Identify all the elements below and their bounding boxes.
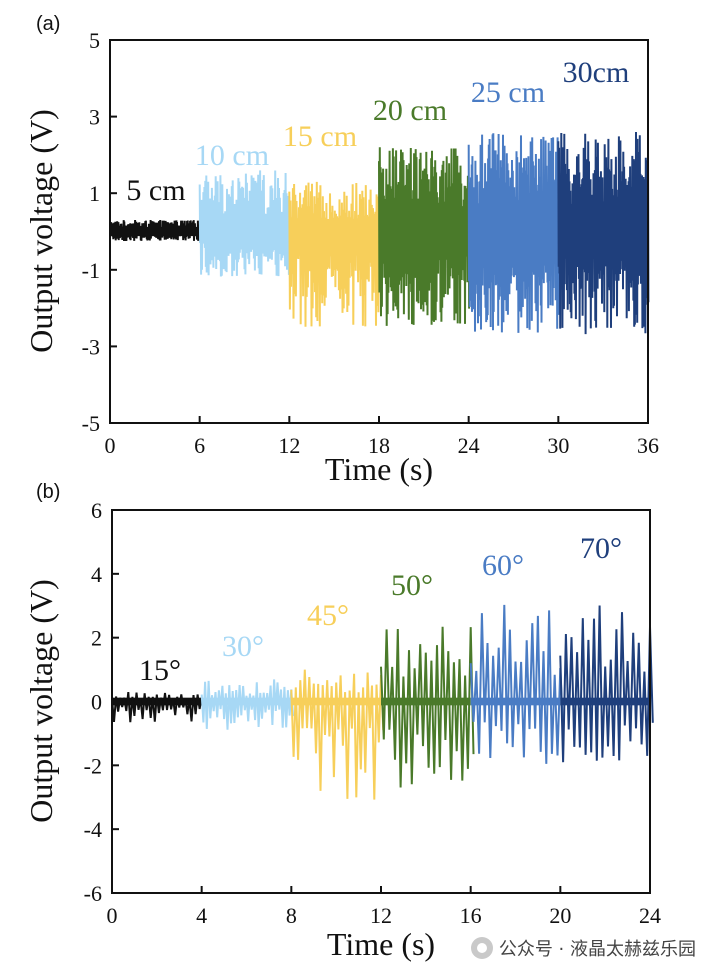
x-tick-label: 30: [547, 433, 569, 458]
panel-a-x-axis-title: Time (s): [325, 451, 433, 487]
series-baseline-5: [470, 697, 561, 706]
panel-b-series-labels: 15° 30° 45° 50° 60° 70°: [139, 532, 622, 687]
x-tick-label: 8: [286, 903, 297, 928]
series-label-1: 15°: [139, 654, 181, 687]
series-label-3: 45°: [307, 599, 349, 632]
y-tick-label: 6: [91, 498, 102, 523]
series-label-3: 15 cm: [283, 120, 357, 153]
y-tick-label: -1: [82, 258, 100, 283]
panel-b-plot-area: [111, 604, 654, 800]
series-trace-5: [469, 604, 565, 764]
watermark-text: 公众号 · 液晶太赫兹乐园: [498, 939, 696, 960]
series-trace-3: [290, 669, 385, 800]
x-tick-label: 24: [458, 433, 480, 458]
wechat-icon: [470, 937, 493, 959]
panel-a-y-axis-title: Output voltage (V): [23, 109, 59, 353]
series-label-4: 50°: [391, 569, 433, 602]
y-tick-label: -4: [84, 817, 102, 842]
x-tick-label: 6: [194, 433, 205, 458]
x-tick-label: 12: [278, 433, 300, 458]
series-trace-6: [559, 605, 654, 763]
panel-a-label: (a): [36, 13, 60, 35]
series-trace-4: [380, 626, 475, 788]
series-label-2: 10 cm: [195, 139, 269, 172]
y-tick-label: 0: [91, 690, 102, 715]
series-baseline-6: [560, 697, 650, 706]
x-tick-label: 24: [639, 903, 661, 928]
panel-b-x-axis-title: Time (s): [327, 926, 435, 962]
panel-b-y-ticks: 6 4 2 0 -2 -4 -6: [84, 498, 119, 906]
x-tick-label: 12: [370, 903, 392, 928]
panel-a: (a) 5 3 1 -1 -3 -5 0 6 12 18 24 30 36 Time (s) Outp…: [23, 13, 659, 487]
series-label-5: 60°: [482, 549, 524, 582]
x-tick-label: 4: [196, 903, 207, 928]
series-label-2: 30°: [222, 630, 264, 663]
x-tick-label: 16: [460, 903, 482, 928]
series-trace-2: [198, 170, 291, 277]
series-trace-3: [288, 181, 381, 327]
series-trace-1: [111, 691, 205, 723]
y-tick-label: 1: [89, 181, 100, 206]
panel-b-y-axis-title: Output voltage (V): [23, 579, 59, 823]
x-tick-label: 20: [549, 903, 571, 928]
y-tick-label: -6: [84, 881, 102, 906]
panel-b-label: (b): [36, 481, 60, 503]
series-label-6: 70°: [580, 532, 622, 565]
series-label-1: 5 cm: [126, 174, 185, 207]
y-tick-label: 4: [91, 562, 102, 587]
series-baseline-4: [381, 697, 471, 706]
series-trace-2: [200, 679, 295, 730]
x-tick-label: 18: [368, 433, 390, 458]
y-tick-label: -3: [82, 334, 100, 359]
x-tick-label: 0: [105, 433, 116, 458]
series-trace-1: [109, 219, 201, 242]
y-tick-label: -5: [82, 411, 100, 436]
panel-b-x-ticks: 0 4 8 12 16 20 24: [107, 886, 661, 928]
series-trace-5: [467, 133, 560, 333]
series-trace-6: [557, 131, 650, 335]
y-tick-label: 2: [91, 626, 102, 651]
y-tick-label: 5: [89, 28, 100, 53]
series-trace-4: [378, 147, 471, 326]
y-tick-label: 3: [89, 105, 100, 130]
series-label-6: 30cm: [563, 56, 630, 89]
x-tick-label: 36: [637, 433, 659, 458]
panel-a-plot-area: [109, 131, 650, 335]
panel-a-y-ticks: 5 3 1 -1 -3 -5: [82, 28, 117, 436]
series-label-4: 20 cm: [373, 94, 447, 127]
panel-a-x-ticks: 0 6 12 18 24 30 36: [105, 416, 659, 458]
watermark: 公众号 · 液晶太赫兹乐园: [470, 935, 696, 961]
panel-a-series-labels: 5 cm 10 cm 15 cm 20 cm 25 cm 30cm: [126, 56, 629, 207]
series-label-5: 25 cm: [471, 76, 545, 109]
x-tick-label: 0: [107, 903, 118, 928]
y-tick-label: -2: [84, 753, 102, 778]
